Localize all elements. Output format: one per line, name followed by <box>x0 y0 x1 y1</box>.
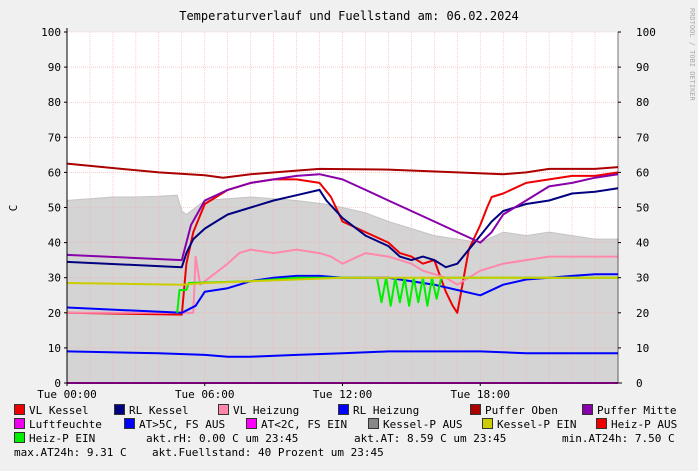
y-tick-label-right: 30 <box>636 272 649 285</box>
legend-item-rl-kessel: RL Kessel <box>114 404 189 418</box>
legend-label: RL Heizung <box>353 404 420 417</box>
status-at: akt.AT: 8.59 C um 23:45 <box>354 432 507 445</box>
legend: VL Kessel RL Kessel VL Heizung RL Heizun… <box>14 404 694 460</box>
status-min-at: min.AT24h: 7.50 C <box>562 432 675 445</box>
legend-label: VL Heizung <box>233 404 300 417</box>
legend-swatch <box>114 404 125 415</box>
legend-item-vl-heizung: VL Heizung <box>218 404 299 418</box>
y-tick-label-left: 10 <box>48 342 61 355</box>
legend-swatch <box>14 432 25 443</box>
legend-label: Kessel-P EIN <box>497 418 577 431</box>
legend-swatch <box>582 404 593 415</box>
axes: 0 0 10 10 20 20 30 30 40 40 50 50 60 60 70 70 80 80 90 90 10… <box>37 26 656 400</box>
y-tick-label-left: 30 <box>48 272 61 285</box>
y-tick-label-left: 40 <box>48 237 61 250</box>
y-tick-label-left: 90 <box>48 61 61 74</box>
legend-row-4: max.AT24h: 9.31 C akt.Fuellstand: 40 Pro… <box>14 446 694 460</box>
y-tick-label-left: 0 <box>54 377 61 390</box>
legend-item-at-gt-5c: AT>5C, FS AUS <box>124 418 225 432</box>
legend-swatch <box>470 404 481 415</box>
legend-swatch <box>14 404 25 415</box>
status-rh: akt.rH: 0.00 C um 23:45 <box>146 432 299 445</box>
y-tick-label-right: 20 <box>636 307 649 320</box>
y-tick-label-right: 90 <box>636 61 649 74</box>
legend-swatch <box>218 404 229 415</box>
temperature-chart: Temperaturverlauf und Fuellstand am: 06.… <box>7 8 696 400</box>
series-line <box>66 171 619 316</box>
legend-label: Kessel-P AUS <box>383 418 463 431</box>
legend-label: VL Kessel <box>29 404 89 417</box>
y-tick-label-left: 20 <box>48 307 61 320</box>
legend-label: Heiz-P AUS <box>611 418 678 431</box>
x-tick-label: Tue 12:00 <box>313 388 373 400</box>
series-line <box>66 162 619 179</box>
legend-swatch <box>368 418 379 429</box>
y-tick-label-left: 50 <box>48 202 61 215</box>
y-axis-label: C <box>7 205 20 212</box>
legend-swatch <box>246 418 257 429</box>
legend-item-kessel-p-aus: Kessel-P AUS <box>368 418 462 432</box>
series-line <box>66 173 619 262</box>
legend-label: AT<2C, FS EIN <box>261 418 348 431</box>
legend-label: Puffer Mitte <box>597 404 677 417</box>
series-line <box>66 276 618 286</box>
chart-title: Temperaturverlauf und Fuellstand am: 06.… <box>179 9 519 23</box>
status-fuellstand: akt.Fuellstand: 40 Prozent um 23:45 <box>152 446 384 459</box>
y-tick-label-right: 50 <box>636 202 649 215</box>
legend-item-kessel-p-ein: Kessel-P EIN <box>482 418 576 432</box>
y-tick-label-left: 80 <box>48 96 61 109</box>
legend-item-puffer-oben: Puffer Oben <box>470 404 558 418</box>
x-tick-label: Tue 06:00 <box>175 388 235 400</box>
legend-item-heiz-p-ein: Heiz-P EIN <box>14 432 95 446</box>
legend-label: AT>5C, FS AUS <box>139 418 226 431</box>
legend-label: RL Kessel <box>129 404 189 417</box>
y-tick-label-right: 70 <box>636 131 649 144</box>
y-tick-label-right: 40 <box>636 237 649 250</box>
chart-watermark: RRDTOOL / TOBI OETIKER <box>688 8 696 102</box>
series-line <box>67 248 618 314</box>
legend-item-rl-heizung: RL Heizung <box>338 404 419 418</box>
y-tick-label-right: 100 <box>636 26 656 39</box>
y-tick-label-left: 100 <box>41 26 61 39</box>
series-line <box>66 187 619 269</box>
legend-row-2: Luftfeuchte AT>5C, FS AUS AT<2C, FS EIN … <box>14 418 694 432</box>
status-max-at: max.AT24h: 9.31 C <box>14 446 127 459</box>
legend-row-1: VL Kessel RL Kessel VL Heizung RL Heizun… <box>14 404 694 418</box>
legend-row-3: Heiz-P EIN akt.rH: 0.00 C um 23:45 akt.A… <box>14 432 694 446</box>
legend-swatch <box>596 418 607 429</box>
legend-label: Heiz-P EIN <box>29 432 96 445</box>
legend-swatch <box>14 418 25 429</box>
legend-item-heiz-p-aus: Heiz-P AUS <box>596 418 677 432</box>
legend-swatch <box>482 418 493 429</box>
legend-swatch <box>124 418 135 429</box>
x-tick-label: Tue 00:00 <box>37 388 97 400</box>
legend-swatch <box>338 404 349 415</box>
legend-item-puffer-mitte: Puffer Mitte <box>582 404 676 418</box>
series-line <box>66 350 618 358</box>
legend-item-luftfeuchte: Luftfeuchte <box>14 418 102 432</box>
legend-item-vl-kessel: VL Kessel <box>14 404 89 418</box>
y-tick-label-right: 0 <box>636 377 643 390</box>
y-tick-label-right: 60 <box>636 166 649 179</box>
x-tick-label: Tue 18:00 <box>450 388 510 400</box>
y-tick-label-right: 10 <box>636 342 649 355</box>
legend-label: Puffer Oben <box>485 404 558 417</box>
y-tick-label-right: 80 <box>636 96 649 109</box>
y-tick-label-left: 70 <box>48 131 61 144</box>
y-tick-label-left: 60 <box>48 166 61 179</box>
legend-item-at-lt-2c: AT<2C, FS EIN <box>246 418 347 432</box>
legend-label: Luftfeuchte <box>29 418 102 431</box>
